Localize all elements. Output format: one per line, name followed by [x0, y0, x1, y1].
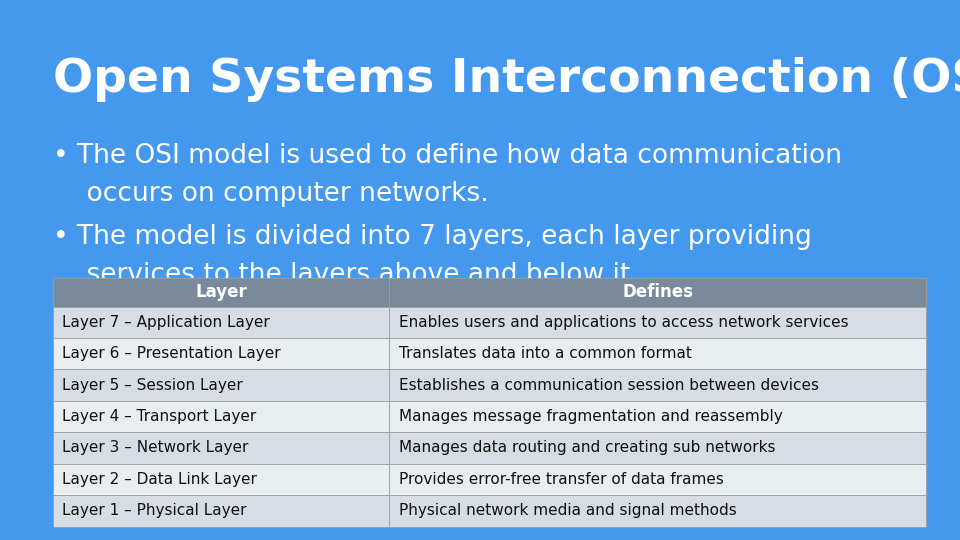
Text: Layer 4 – Transport Layer: Layer 4 – Transport Layer [62, 409, 256, 424]
Bar [389, 495, 926, 526]
Bar [389, 307, 926, 338]
Bar [389, 278, 926, 307]
Text: Manages data routing and creating sub networks: Manages data routing and creating sub ne… [398, 441, 776, 455]
Text: Layer 6 – Presentation Layer: Layer 6 – Presentation Layer [62, 346, 281, 361]
Bar [53, 369, 389, 401]
Text: services to the layers above and below it.: services to the layers above and below i… [53, 262, 638, 288]
Text: Layer 1 – Physical Layer: Layer 1 – Physical Layer [62, 503, 247, 518]
Text: Establishes a communication session between devices: Establishes a communication session betw… [398, 377, 819, 393]
Bar [53, 401, 389, 433]
Text: Enables users and applications to access network services: Enables users and applications to access… [398, 315, 849, 330]
Bar [53, 278, 389, 307]
Bar [389, 433, 926, 464]
Bar [389, 369, 926, 401]
Text: Open Systems Interconnection (OSI): Open Systems Interconnection (OSI) [53, 57, 960, 102]
Bar [389, 464, 926, 495]
Text: Provides error-free transfer of data frames: Provides error-free transfer of data fra… [398, 472, 724, 487]
Text: Layer 5 – Session Layer: Layer 5 – Session Layer [62, 377, 243, 393]
Text: Layer 2 – Data Link Layer: Layer 2 – Data Link Layer [62, 472, 257, 487]
Text: • The OSI model is used to define how data communication: • The OSI model is used to define how da… [53, 143, 842, 169]
Text: Layer 3 – Network Layer: Layer 3 – Network Layer [62, 441, 249, 455]
Bar [53, 495, 389, 526]
Text: Physical network media and signal methods: Physical network media and signal method… [398, 503, 736, 518]
Bar [389, 338, 926, 369]
Bar [53, 433, 389, 464]
Bar [53, 464, 389, 495]
Bar [389, 401, 926, 433]
Text: Manages message fragmentation and reassembly: Manages message fragmentation and reasse… [398, 409, 782, 424]
Text: Translates data into a common format: Translates data into a common format [398, 346, 691, 361]
Bar [53, 307, 389, 338]
Text: Layer 7 – Application Layer: Layer 7 – Application Layer [62, 315, 270, 330]
Bar [53, 338, 389, 369]
Text: Layer: Layer [195, 284, 247, 301]
Text: • The model is divided into 7 layers, each layer providing: • The model is divided into 7 layers, ea… [53, 224, 811, 250]
Text: Defines: Defines [622, 284, 693, 301]
Text: occurs on computer networks.: occurs on computer networks. [53, 181, 489, 207]
